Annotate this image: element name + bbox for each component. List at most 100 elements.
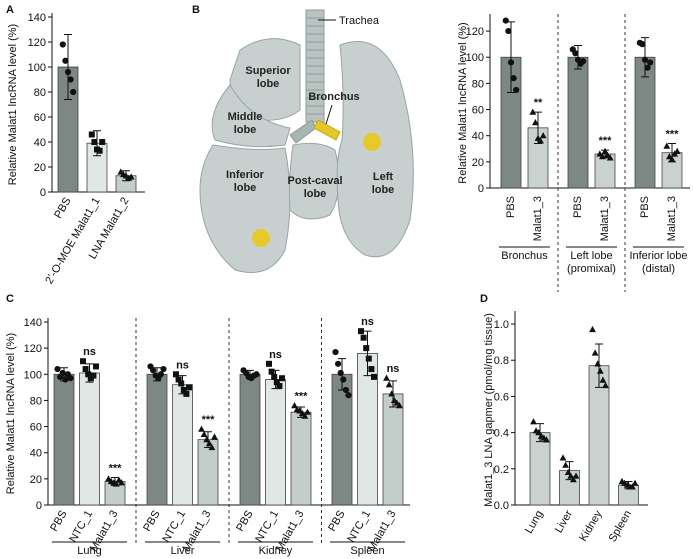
x-tick-label: Malat1_3 <box>666 196 678 241</box>
significance: ns <box>83 346 96 358</box>
significance: *** <box>295 391 309 403</box>
y-tick-label: 0.8 <box>494 355 509 367</box>
data-point <box>211 433 218 440</box>
diagram-label: lobe <box>234 124 257 136</box>
significance: ns <box>269 349 282 361</box>
data-point <box>291 402 298 409</box>
data-point <box>67 375 74 382</box>
error-bar <box>64 34 72 100</box>
data-point <box>530 418 537 425</box>
data-point <box>96 147 103 154</box>
data-point <box>602 381 609 389</box>
y-tick-label: 40 <box>34 137 46 149</box>
data-point <box>91 139 98 145</box>
y-tick-label: 60 <box>472 105 484 117</box>
significance: ns <box>176 359 189 371</box>
data-point <box>629 483 636 490</box>
data-point <box>505 27 512 35</box>
y-axis-label: Relative Malat1 lncRNA level (%) <box>5 333 17 494</box>
data-point <box>59 41 66 48</box>
y-tick-label: 20 <box>30 474 42 486</box>
data-point <box>186 384 192 391</box>
data-point <box>644 64 651 71</box>
data-point <box>368 366 375 373</box>
data-point <box>631 479 639 486</box>
y-tick-label: 0 <box>36 500 42 512</box>
panel-letter: C <box>6 293 14 305</box>
error-bar <box>363 330 372 377</box>
y-axis-label: Relative Malat1 lncRNA level (%) <box>7 24 19 185</box>
data-point <box>594 360 602 367</box>
post-caval-lobe <box>288 142 340 220</box>
x-tick-label: Spleen <box>607 509 635 545</box>
sample-site <box>363 133 381 151</box>
data-point <box>342 386 349 394</box>
data-point <box>82 366 89 373</box>
data-point <box>647 59 654 66</box>
panel-letter: A <box>6 4 14 16</box>
data-point <box>276 383 283 390</box>
data-point <box>388 390 396 397</box>
diagram-label: Left <box>373 171 394 183</box>
panel-letter: D <box>480 293 488 305</box>
data-point <box>178 380 185 387</box>
y-tick-label: 1.0 <box>494 319 509 331</box>
data-point <box>180 386 187 393</box>
data-point <box>112 480 120 487</box>
data-point <box>90 372 97 379</box>
data-point <box>599 376 607 383</box>
left-bronchus <box>313 119 341 141</box>
data-point <box>673 147 681 154</box>
data-point <box>580 58 587 65</box>
group-label: Bronchus <box>501 250 548 262</box>
y-tick-label: 120 <box>24 343 42 355</box>
x-tick-label: NTC_1 <box>67 509 95 545</box>
diagram-label: Bronchus <box>308 91 359 103</box>
y-tick-label: 60 <box>30 422 42 434</box>
data-point <box>539 132 547 139</box>
diagram-label: Inferior <box>226 169 265 181</box>
data-point <box>599 153 606 160</box>
significance: ns <box>361 316 374 328</box>
data-point <box>396 402 403 409</box>
data-point <box>601 147 609 154</box>
data-point <box>67 76 74 83</box>
data-point <box>80 358 86 365</box>
data-point <box>663 142 671 149</box>
diagram-label: Middle <box>228 111 263 123</box>
y-tick-label: 60 <box>34 112 46 124</box>
data-point <box>502 17 509 24</box>
data-point <box>273 379 280 386</box>
data-point <box>340 376 347 383</box>
data-point <box>567 472 575 479</box>
data-point <box>205 439 213 447</box>
data-point <box>668 155 676 162</box>
data-point <box>301 412 309 419</box>
y-tick-label: 40 <box>472 131 484 143</box>
y-tick-label: 20 <box>34 162 46 174</box>
x-tick-label: PBS <box>326 509 347 534</box>
y-tick-label: 40 <box>30 448 42 460</box>
data-point <box>559 454 567 461</box>
y-tick-label: 140 <box>28 12 46 24</box>
trachea-rings <box>306 17 324 115</box>
significance: ns <box>387 363 400 375</box>
middle-lobe <box>211 84 291 148</box>
bar <box>529 432 551 506</box>
group-label: (distal) <box>642 263 675 275</box>
data-point <box>332 348 339 356</box>
data-point <box>64 68 72 76</box>
y-tick-label: 80 <box>30 395 42 407</box>
bar <box>290 411 312 506</box>
data-point <box>510 75 517 82</box>
x-tick-label: PBS <box>48 509 69 534</box>
x-tick-label: PBS <box>639 196 651 218</box>
data-point <box>253 371 260 378</box>
data-point <box>59 369 66 377</box>
data-point <box>88 131 95 138</box>
data-point <box>532 119 539 126</box>
y-tick-label: 100 <box>466 52 484 64</box>
group-label: (promixal) <box>567 263 616 275</box>
